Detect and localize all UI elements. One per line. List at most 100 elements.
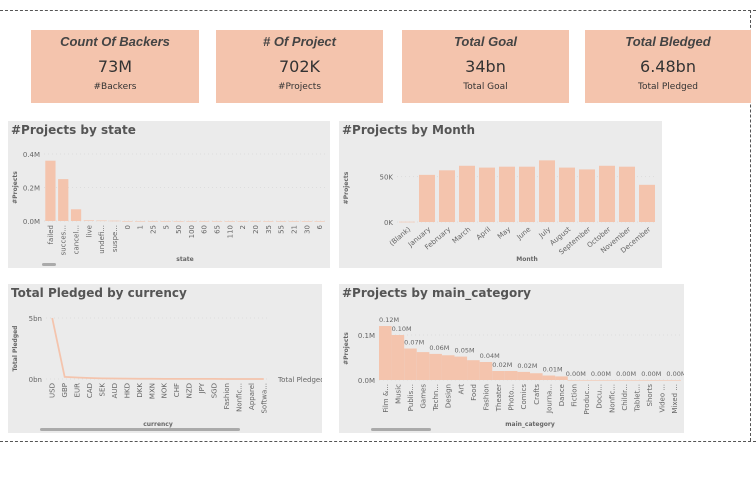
x-tick-label: USD: [49, 383, 57, 398]
horizontal-scrollbar[interactable]: [40, 428, 240, 431]
bar: [160, 221, 171, 222]
chart-projects-by-state[interactable]: #Projects by state 0.0M 0.2M 0.4M #Projects s…: [8, 121, 330, 268]
data-label: 0.04M: [480, 352, 500, 360]
x-tick-label: Crafts: [533, 384, 541, 405]
x-tick-label: Softwa...: [260, 383, 268, 414]
bar: [459, 165, 475, 222]
x-tick-label: 50: [175, 225, 183, 234]
x-tick-label: GBP: [61, 383, 69, 397]
horizontal-scrollbar[interactable]: [371, 428, 431, 431]
bar: [639, 184, 655, 222]
x-tick-label: NZD: [186, 383, 194, 398]
bar: [668, 380, 681, 381]
x-tick-label: Techn...: [432, 384, 440, 412]
bar: [96, 220, 107, 222]
bar: [379, 326, 392, 380]
bar: [263, 221, 274, 222]
data-label: 0.10M: [392, 325, 412, 333]
bar: [211, 221, 223, 222]
y-tick-label: 0bn: [29, 376, 42, 384]
x-tick-label: Theater: [495, 384, 503, 412]
x-tick-label: Music: [394, 384, 402, 404]
x-tick-label: Film &...: [382, 384, 390, 413]
x-tick-label: Produc...: [583, 384, 591, 415]
card-title: Total Goal: [453, 34, 518, 49]
bar: [630, 380, 644, 381]
x-tick-label: Nonfic...: [608, 384, 616, 413]
x-tick-label: Tablet...: [633, 384, 641, 413]
card-value: 34bn: [465, 57, 506, 76]
series-line: [51, 317, 264, 380]
bar: [519, 166, 535, 222]
data-label: 0.06M: [429, 344, 449, 352]
bar: [504, 371, 518, 380]
chart-svg: 0K50K#ProjectsMonth(Blank)JanuaryFebruar…: [343, 160, 657, 263]
bar: [479, 362, 493, 380]
bar: [109, 220, 120, 222]
bar: [58, 179, 69, 221]
bar: [173, 221, 184, 222]
x-tick-label: CAD: [86, 383, 94, 398]
bar: [539, 160, 555, 222]
x-tick-label: 60: [201, 225, 209, 234]
right-divider: [750, 10, 751, 441]
bar: [454, 356, 468, 380]
x-tick-label: Publis...: [407, 384, 415, 411]
bar: [186, 221, 197, 222]
y-axis-title: #Projects: [343, 332, 350, 365]
data-label: 0.00M: [566, 370, 586, 378]
x-tick-label: Games: [420, 384, 428, 409]
bar: [404, 348, 417, 380]
bar: [83, 220, 94, 221]
y-axis-title: Total Pledged: [12, 326, 19, 372]
x-axis-title: currency: [143, 421, 173, 428]
x-tick-label: Fashion: [223, 383, 231, 409]
horizontal-scrollbar[interactable]: [42, 263, 56, 266]
data-label: 0.02M: [517, 362, 537, 370]
x-tick-label: 35: [265, 225, 273, 234]
bar: [224, 221, 235, 222]
bar: [499, 166, 515, 222]
x-tick-label: 55: [278, 225, 286, 234]
x-tick-label: Food: [470, 384, 478, 401]
card-value: 702K: [278, 57, 321, 76]
x-tick-label: JPY: [198, 382, 206, 394]
chart-title: #Projects by state: [11, 123, 136, 137]
bar: [45, 160, 56, 221]
x-tick-label: 20: [252, 225, 260, 234]
x-tick-label: July: [537, 225, 553, 240]
bar: [301, 221, 312, 222]
bar: [391, 335, 405, 380]
legend-label: Total Pledged: [277, 376, 322, 384]
y-tick-label: 0.4M: [23, 151, 40, 159]
chart-svg: 0bn 5bn Total Pledged currency USD GBP EUR CAD S…: [12, 315, 322, 431]
y-tick-label: 0.0M: [358, 377, 375, 385]
x-tick-label: Comics: [520, 384, 528, 410]
bar: [567, 380, 581, 381]
y-tick-label: 5bn: [29, 315, 42, 323]
bar: [530, 373, 543, 380]
y-axis-title: #Projects: [12, 171, 19, 204]
bar: [579, 169, 595, 222]
x-tick-label: 6: [316, 224, 324, 229]
bar: [555, 376, 568, 380]
bar: [250, 221, 261, 222]
x-tick-label: 25: [149, 225, 157, 234]
bar: [517, 371, 530, 380]
x-tick-label: Design: [445, 384, 453, 408]
x-axis-title: main_category: [505, 421, 555, 428]
x-tick-label: 30: [303, 225, 311, 234]
x-tick-label: SEK: [99, 383, 107, 397]
bar: [439, 170, 455, 222]
chart-projects-by-month[interactable]: #Projects by Month 0K 50K #Projects Month (Bl…: [339, 121, 662, 268]
x-tick-label: April: [475, 225, 492, 241]
bar: [619, 166, 635, 222]
x-tick-label: CHF: [173, 383, 181, 397]
bar: [199, 221, 210, 222]
x-tick-label: HKD: [123, 383, 131, 398]
kpi-card-goal: Total Goal 34bn Total Goal: [402, 30, 569, 103]
chart-projects-by-category[interactable]: #Projects by main_category 0.0M 0.1M #Proje…: [339, 284, 684, 433]
x-tick-label: Docu...: [596, 384, 604, 409]
chart-pledged-by-currency[interactable]: Total Pledged by currency 0bn 5bn Total Ple…: [8, 284, 322, 433]
card-value: 73M: [97, 57, 133, 76]
